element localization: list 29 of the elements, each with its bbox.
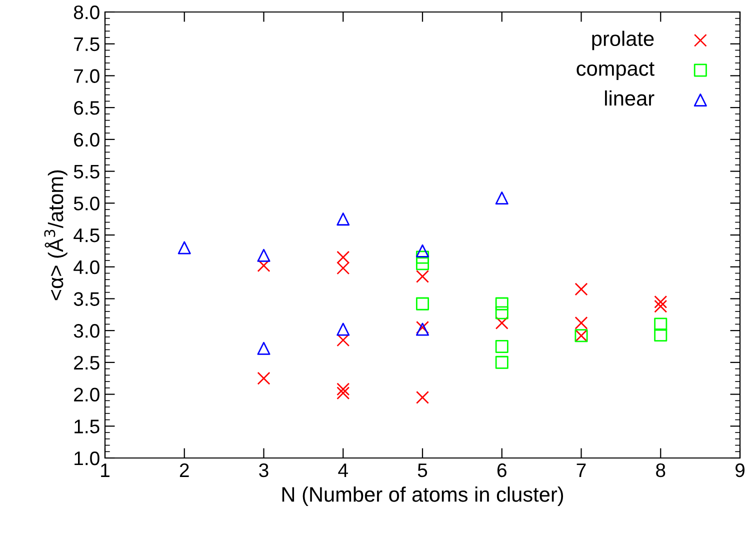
legend-label: compact xyxy=(576,62,654,80)
y-tick-label: 4.5 xyxy=(74,228,100,242)
y-tick-label: 4.0 xyxy=(74,260,100,274)
x-tick-label: 8 xyxy=(656,463,666,478)
y-tick-label: 6.0 xyxy=(74,132,100,147)
y-tick-label: 2.0 xyxy=(74,388,100,402)
x-tick-label: 4 xyxy=(338,464,348,477)
x-tick-label: 7 xyxy=(576,464,586,477)
y-tick-label: 7.5 xyxy=(74,38,100,52)
y-tick-label: 3.5 xyxy=(74,292,100,306)
y-axis-title: <α> (Å$^{3}$/atom) xyxy=(44,170,68,300)
x-tick-label: 1 xyxy=(101,464,110,477)
y-tick-label: 1.5 xyxy=(74,420,100,434)
y-tick-label: 5.0 xyxy=(74,196,100,210)
y-tick-label: 5.5 xyxy=(74,164,100,179)
y-tick-label: 6.5 xyxy=(74,101,100,115)
y-tick-label: 8.0 xyxy=(74,5,100,20)
x-tick-label: 6 xyxy=(497,463,506,478)
legend-label: linear xyxy=(605,90,654,106)
y-tick-label: 2.5 xyxy=(74,356,100,370)
x-tick-label: 9 xyxy=(736,463,744,478)
x-tick-label: 2 xyxy=(180,463,189,477)
y-tick-label: 3.0 xyxy=(74,324,100,338)
y-tick-label: 1.0 xyxy=(74,451,100,466)
legend-label: prolate xyxy=(592,30,654,50)
y-tick-label: 7.0 xyxy=(74,69,100,83)
x-axis-title: N (Number of atoms in cluster) xyxy=(282,486,564,506)
x-tick-label: 3 xyxy=(259,463,268,478)
x-tick-label: 5 xyxy=(418,464,428,478)
